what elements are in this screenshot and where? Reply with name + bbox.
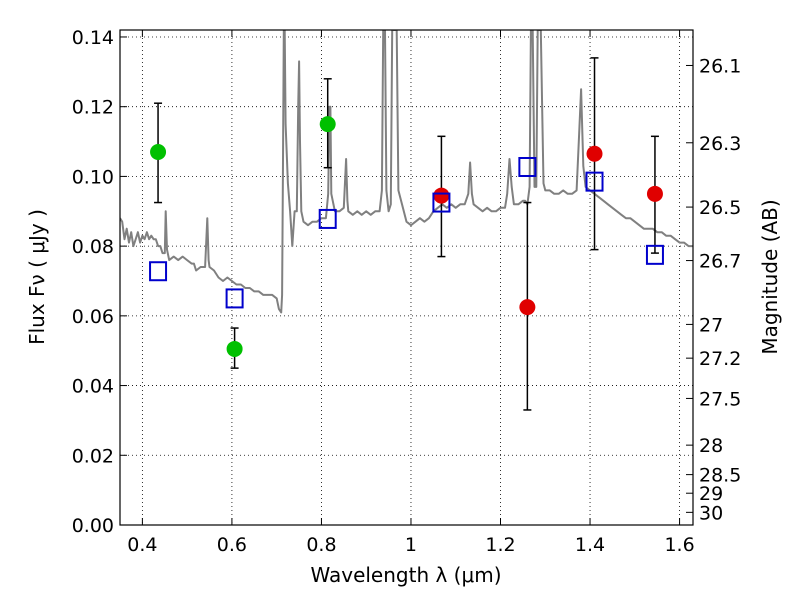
y2-tick-label: 26.5 (699, 197, 741, 219)
observed-flux-point (586, 145, 603, 162)
model-photometry-marker (225, 288, 244, 309)
y2-tick-label: 28.5 (699, 465, 741, 487)
observed-flux-point (519, 299, 536, 316)
model-photometry-marker (432, 192, 451, 213)
y2-tick-label: 30 (699, 502, 723, 524)
x-tick-label: 0.8 (306, 534, 336, 556)
axes-layer: 0.4 0.6 0.8 1 1.2 1.4 1.6 0.00 0.02 0.04 0.06 0.08 0… (72, 27, 742, 556)
y2-tick-label: 27 (699, 314, 723, 336)
x-tick-label: 0.4 (127, 534, 157, 556)
observed-flux-point (433, 187, 450, 204)
model-spectrum-line (120, 30, 693, 314)
data-points-layer (149, 116, 664, 357)
model-spectrum-layer (120, 30, 693, 314)
y2-tick-label: 27.5 (699, 388, 741, 410)
y-axis-label: Flux Fν ( μJy ) (25, 209, 49, 345)
y2-axis-label: Magnitude (AB) (758, 199, 782, 354)
observed-flux-point (150, 144, 167, 161)
y2-tick-label: 26.3 (699, 133, 741, 155)
observed-flux-point (226, 340, 243, 357)
grid (120, 30, 693, 526)
y-tick-label: 0.06 (72, 306, 114, 328)
x-axis-label: Wavelength λ (μm) (310, 563, 501, 587)
y2-tick-label: 27.2 (699, 348, 741, 370)
model-photometry-marker (518, 156, 537, 177)
y-tick-label: 0.04 (72, 376, 114, 398)
y2-tick-label: 26.1 (699, 55, 741, 77)
observed-flux-point (646, 185, 663, 202)
y-tick-label: 0.12 (72, 97, 114, 119)
x-tick-label: 1 (405, 534, 417, 556)
y-tick-label: 0.10 (72, 166, 114, 188)
y2-tick-label: 29 (699, 483, 723, 505)
x-tick-label: 0.6 (217, 534, 247, 556)
y-tick-label: 0.08 (72, 236, 114, 258)
model-photometry-marker (645, 244, 664, 265)
model-photometry-marker (585, 171, 604, 192)
y-tick-label: 0.00 (72, 515, 114, 537)
x-tick-label: 1.4 (575, 534, 605, 556)
x-tick-label: 1.6 (664, 534, 694, 556)
observed-flux-point (319, 116, 336, 133)
y2-tick-label: 28 (699, 435, 723, 457)
model-photometry-marker (149, 261, 168, 282)
y2-tick-label: 26.7 (699, 251, 741, 273)
y-tick-label: 0.02 (72, 445, 114, 467)
error-bars-layer (154, 57, 659, 411)
model-photometry-marker (318, 208, 337, 229)
plot-frame (119, 29, 694, 526)
x-tick-label: 1.2 (485, 534, 515, 556)
y-tick-label: 0.14 (72, 27, 114, 49)
